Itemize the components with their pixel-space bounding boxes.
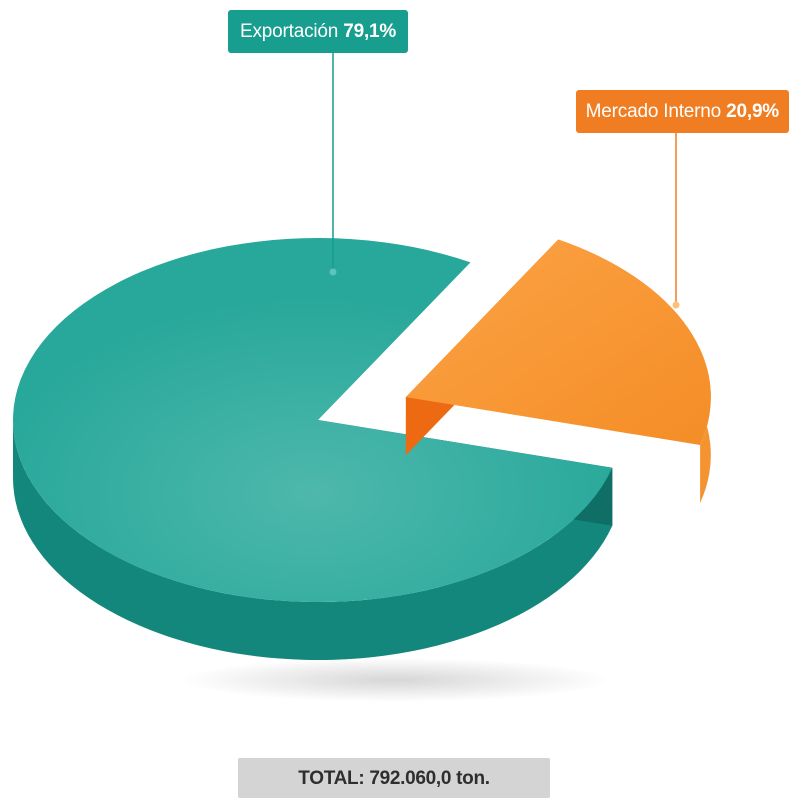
slice-side-export (12, 420, 613, 661)
callout-label-internal: Mercado Interno 20,9% (575, 90, 789, 133)
callout-dot-export (329, 268, 337, 276)
callout-label-export: Exportación 79,1% (228, 10, 409, 53)
floor-shadow (180, 658, 610, 702)
slice-top-internal (405, 239, 711, 445)
slice-percent-internal: 20,9% (726, 101, 779, 122)
slice-top-sheen-export (12, 238, 613, 603)
slice-name-internal: Mercado Interno (585, 101, 722, 122)
total-label: TOTAL: 792.060,0 ton. (238, 758, 550, 798)
callout-dot-internal (672, 301, 680, 309)
slice-name-export: Exportación (240, 21, 339, 42)
slice-percent-export: 79,1% (343, 21, 397, 42)
